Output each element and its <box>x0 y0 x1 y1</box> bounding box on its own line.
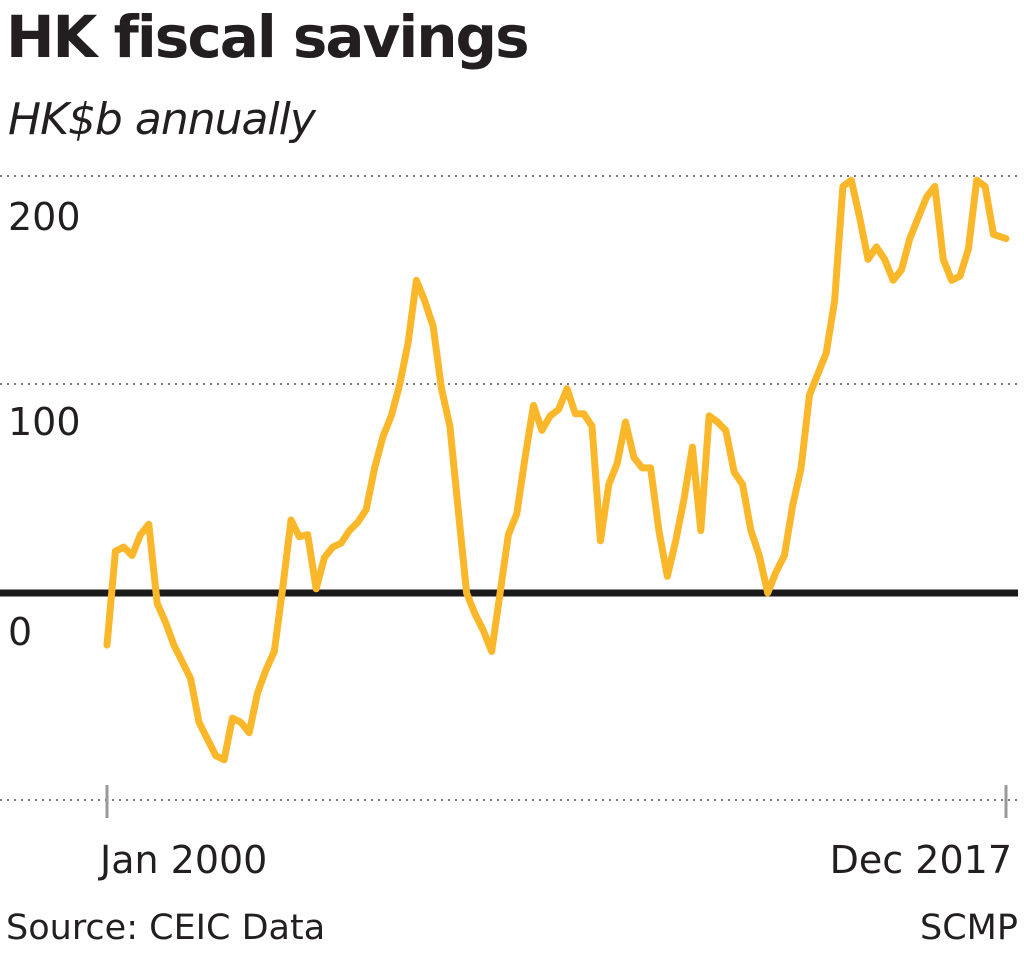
chart-subtitle: HK$b annually <box>8 94 316 145</box>
x-label-end: Dec 2017 <box>830 838 1012 882</box>
source-note: Source: CEIC Data <box>6 908 326 948</box>
y-tick-label-100: 100 <box>8 400 81 444</box>
chart-title: HK fiscal savings <box>6 3 530 71</box>
y-tick-label-200: 200 <box>8 195 81 239</box>
y-tick-label-0: 0 <box>8 610 32 654</box>
publisher-credit: SCMP <box>920 908 1018 948</box>
fiscal-savings-line <box>103 176 1010 764</box>
x-label-start: Jan 2000 <box>98 838 267 882</box>
